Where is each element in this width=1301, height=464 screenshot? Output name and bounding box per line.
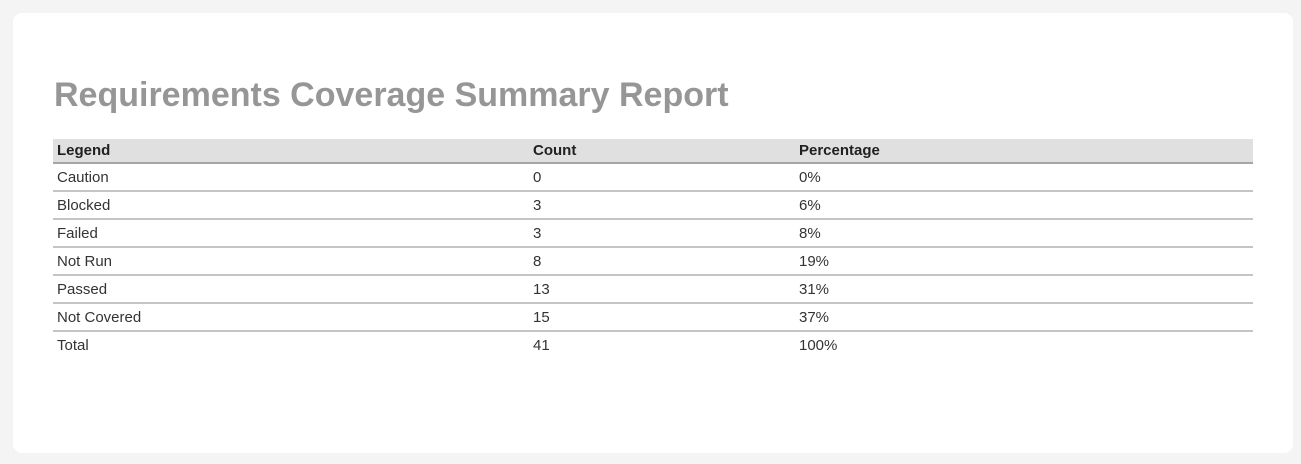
cell-count: 0	[529, 163, 795, 192]
cell-count: 15	[529, 303, 795, 332]
cell-percentage: 100%	[795, 331, 1253, 359]
cell-percentage: 37%	[795, 303, 1253, 332]
cell-percentage: 6%	[795, 191, 1253, 220]
cell-legend: Caution	[53, 163, 529, 192]
table-row: Failed 3 8%	[53, 219, 1253, 248]
column-header-count: Count	[529, 139, 795, 164]
table-row-total: Total 41 100%	[53, 331, 1253, 359]
cell-percentage: 31%	[795, 275, 1253, 304]
cell-count: 13	[529, 275, 795, 304]
table-header-row: Legend Count Percentage	[53, 139, 1253, 164]
cell-count: 3	[529, 191, 795, 220]
table-row: Not Covered 15 37%	[53, 303, 1253, 332]
column-header-legend: Legend	[53, 139, 529, 164]
table-row: Passed 13 31%	[53, 275, 1253, 304]
table-row: Blocked 3 6%	[53, 191, 1253, 220]
cell-count: 3	[529, 219, 795, 248]
cell-legend: Not Run	[53, 247, 529, 276]
cell-percentage: 8%	[795, 219, 1253, 248]
cell-legend: Total	[53, 331, 529, 359]
coverage-summary-table: Legend Count Percentage Caution 0 0% Blo…	[53, 139, 1253, 359]
cell-legend: Failed	[53, 219, 529, 248]
page-title: Requirements Coverage Summary Report	[54, 76, 729, 114]
cell-percentage: 0%	[795, 163, 1253, 192]
cell-legend: Blocked	[53, 191, 529, 220]
cell-count: 41	[529, 331, 795, 359]
column-header-percentage: Percentage	[795, 139, 1253, 164]
report-card: Requirements Coverage Summary Report Leg…	[13, 13, 1293, 453]
cell-count: 8	[529, 247, 795, 276]
cell-legend: Passed	[53, 275, 529, 304]
table-row: Caution 0 0%	[53, 163, 1253, 192]
table-row: Not Run 8 19%	[53, 247, 1253, 276]
cell-legend: Not Covered	[53, 303, 529, 332]
cell-percentage: 19%	[795, 247, 1253, 276]
